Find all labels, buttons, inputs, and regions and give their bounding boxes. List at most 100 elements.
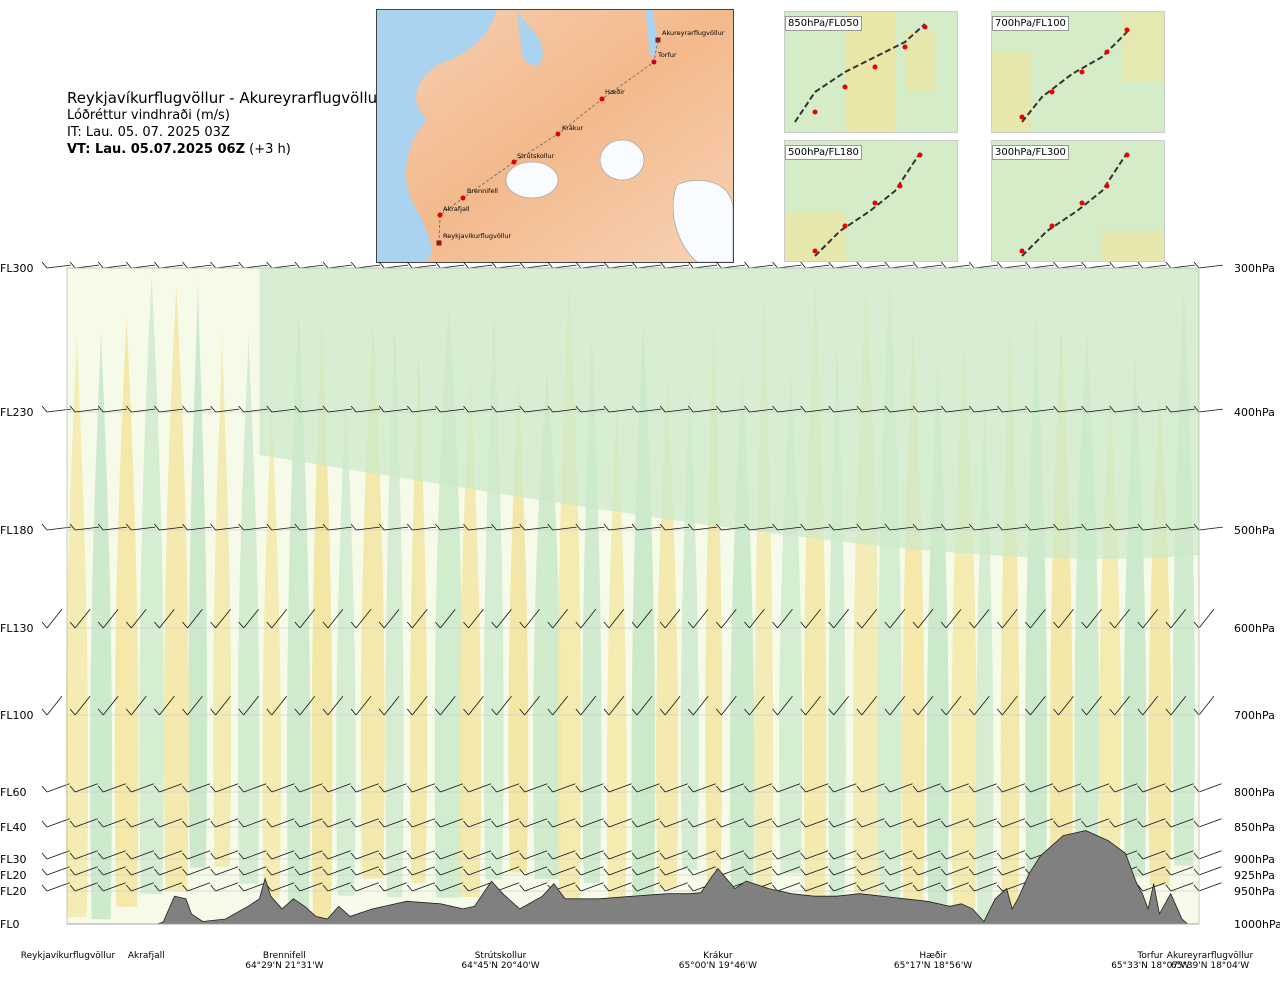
wind-barb-feather — [182, 621, 188, 629]
wind-barb — [327, 818, 351, 828]
wind-barb-feather — [631, 621, 638, 629]
wind-barb-feather — [912, 884, 919, 892]
wind-barb-feather — [491, 820, 497, 828]
wind-barb — [917, 866, 941, 876]
wind-barb — [243, 526, 268, 531]
valid-time-offset: (+3 h) — [249, 142, 291, 157]
wind-barb — [889, 882, 913, 892]
wind-barb — [243, 608, 259, 629]
wind-barb — [636, 695, 653, 716]
wind-barb-feather — [266, 785, 273, 793]
wind-barb-feather — [856, 868, 863, 876]
location-coord: 64°29'N 21°31'W — [245, 961, 324, 971]
wind-barb — [356, 264, 380, 269]
wind-barb — [131, 408, 156, 413]
wind-barb — [327, 264, 352, 269]
wind-barb — [552, 526, 577, 531]
wind-barb — [580, 408, 605, 413]
wind-barb-feather — [1025, 261, 1031, 269]
wind-barb-feather — [406, 884, 413, 892]
wind-barb-feather — [884, 820, 891, 828]
wind-barb — [749, 526, 774, 531]
wind-barb-feather — [716, 852, 722, 860]
wind-barb-feather — [435, 785, 441, 793]
wind-barb-feather — [659, 621, 666, 629]
wind-barb-feather — [716, 621, 722, 629]
wind-barb-feather — [1081, 708, 1087, 716]
wind-barb — [749, 850, 773, 860]
wind-barb — [636, 882, 660, 892]
wind-barb-feather — [154, 405, 160, 413]
wind-barb-feather — [491, 868, 497, 876]
wind-barb — [271, 695, 288, 716]
wind-barb-feather — [912, 785, 919, 793]
wind-barb — [1002, 695, 1018, 716]
wind-barb-feather — [435, 868, 441, 876]
wind-barb — [271, 866, 295, 876]
wind-barb — [131, 783, 154, 793]
wind-barb — [552, 850, 576, 860]
wind-barb-feather — [266, 261, 273, 269]
wind-barb — [411, 695, 428, 716]
wind-barb-feather — [772, 405, 778, 413]
wind-barb-feather — [463, 621, 469, 629]
wind-barb-feather — [687, 708, 694, 716]
wind-barb — [833, 882, 857, 892]
wind-barb — [833, 866, 857, 876]
wind-barb — [580, 850, 604, 860]
wind-barb — [1198, 408, 1223, 413]
wind-barb-feather — [463, 708, 469, 716]
wind-barb — [103, 850, 126, 860]
wind-barb-feather — [884, 523, 891, 531]
wind-barb-feather — [69, 868, 76, 876]
wind-barb — [524, 408, 549, 413]
wind-barb-feather — [547, 708, 554, 716]
wind-barb-feather — [491, 708, 497, 716]
wind-barb-feather — [997, 261, 1003, 269]
wind-barb — [580, 695, 597, 716]
wind-barb-feather — [828, 820, 835, 828]
hpa-label: 900hPa — [1234, 853, 1275, 866]
wind-barb — [1198, 866, 1222, 876]
wind-barb — [271, 783, 295, 793]
wind-barb-feather — [238, 868, 244, 876]
wind-barb-feather — [1165, 405, 1172, 413]
wind-barb — [889, 783, 913, 793]
wind-barb — [440, 526, 465, 531]
wind-barb-feather — [182, 523, 188, 531]
wind-barb-feather — [547, 621, 554, 629]
mini-map-300: 300hPa/FL300 — [991, 140, 1165, 262]
wind-barb — [749, 866, 773, 876]
wind-barb — [861, 526, 886, 531]
wind-barb — [665, 408, 690, 413]
wind-barb-feather — [575, 261, 582, 269]
wind-barb-feather — [575, 852, 582, 860]
wind-barb-feather — [491, 621, 497, 629]
wind-barb-feather — [659, 820, 666, 828]
valid-time-prefix: VT: Lau. 05.07.2025 06Z — [67, 142, 246, 157]
wind-barb-feather — [1137, 852, 1144, 860]
wind-barb — [805, 608, 821, 629]
wind-barb-feather — [659, 405, 666, 413]
wind-barb-feather — [940, 785, 947, 793]
wind-barb — [327, 866, 351, 876]
wind-barb — [440, 264, 465, 269]
wind-barbs — [41, 261, 1223, 892]
wind-barb-feather — [603, 852, 610, 860]
wind-barb — [1170, 526, 1195, 531]
wind-barb-feather — [378, 523, 385, 531]
wind-barb — [102, 608, 119, 629]
wind-barb — [327, 783, 351, 793]
wind-barb — [103, 882, 126, 892]
wind-barb-feather — [1053, 820, 1059, 828]
wind-barb — [1058, 695, 1074, 716]
wind-barb — [496, 408, 521, 413]
wind-barb — [805, 408, 830, 413]
location-label: Akureyrarflugvöllur 65°39'N 18°04'W — [1150, 951, 1270, 971]
mini-map-700-label: 700hPa/FL100 — [992, 16, 1069, 31]
wind-barb — [777, 818, 801, 828]
wind-barb-feather — [182, 884, 188, 892]
wind-barb — [1030, 818, 1054, 828]
wind-barb — [131, 866, 154, 876]
wind-barb-feather — [1081, 405, 1087, 413]
